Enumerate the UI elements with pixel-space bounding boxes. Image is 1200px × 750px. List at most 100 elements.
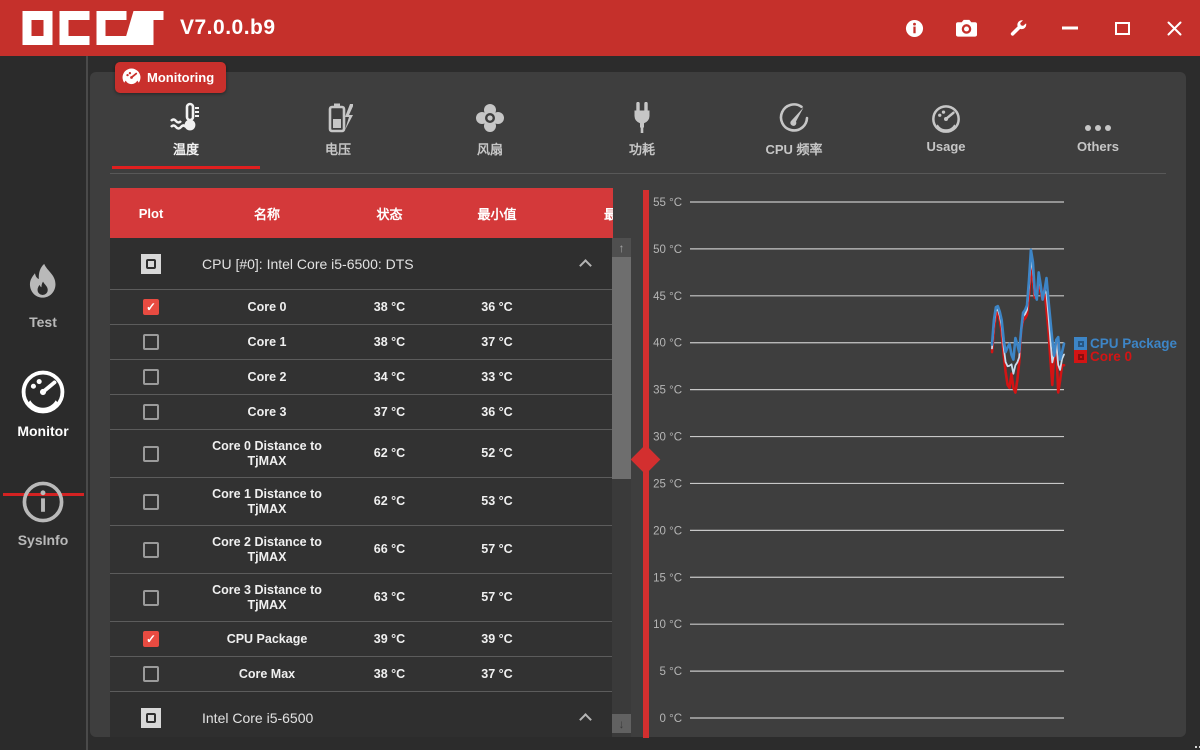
wrench-icon [1010, 20, 1027, 36]
camera-icon [955, 19, 977, 37]
table-scrollbar[interactable]: ↑ ↓ [612, 238, 631, 737]
tab-label: 风扇 [476, 142, 503, 157]
collapse-chevron-icon[interactable] [578, 259, 592, 272]
plot-checkbox[interactable] [143, 445, 159, 462]
sensor-row: Core 2 Distance to TjMAX 66 °C 57 °C [110, 526, 613, 574]
tab-temperature[interactable]: 温度 [110, 100, 262, 169]
sensor-name: Core 2 [247, 369, 287, 384]
sensor-row: Core 0 Distance to TjMAX 62 °C 52 °C [110, 430, 613, 478]
sidebar-item-test[interactable]: Test [0, 262, 86, 330]
arrow-down-icon: ↓ [618, 716, 625, 731]
plot-checkbox[interactable] [143, 369, 159, 385]
legend-item-core0: Core 0 [1074, 350, 1177, 363]
legend-swatch-icon [1074, 350, 1087, 363]
minimize-button[interactable] [1052, 10, 1088, 46]
app-version: V7.0.0.b9 [180, 16, 276, 39]
resize-grip[interactable] [1195, 746, 1197, 748]
group-name: CPU [#0]: Intel Core i5-6500: DTS [202, 255, 414, 272]
info-button[interactable] [896, 10, 932, 46]
tab-label: CPU 频率 [765, 142, 823, 157]
group-checkbox[interactable] [141, 707, 161, 728]
chart-legend: CPU Package Core 0 [1074, 337, 1177, 363]
sensor-status-value: 66 °C [373, 542, 406, 557]
header-name: 名称 [253, 206, 280, 222]
sensor-tabbar: 温度 电压 风扇 [110, 100, 1174, 169]
info-circle-icon [22, 481, 64, 523]
legend-swatch-icon [1074, 337, 1087, 350]
sensor-name: Core 1 [247, 334, 287, 349]
arrow-up-icon: ↑ [618, 240, 625, 255]
sensor-status-value: 37 °C [373, 404, 406, 419]
tab-cpu-frequency[interactable]: CPU 频率 [718, 100, 870, 164]
plot-checkbox[interactable]: ✓ [143, 631, 159, 647]
monitoring-tab-badge[interactable]: Monitoring [115, 62, 227, 93]
legend-label: Core 0 [1090, 349, 1133, 364]
tab-voltage[interactable]: 电压 [262, 100, 414, 164]
sensor-min-value: 37 °C [481, 334, 513, 349]
close-icon [1167, 21, 1181, 35]
collapse-chevron-icon[interactable] [578, 713, 592, 726]
sidebar-item-monitor[interactable]: Monitor [0, 369, 86, 439]
sensor-min-value: 36 °C [481, 299, 513, 314]
header-max: 最 [604, 206, 613, 222]
tab-label: 功耗 [628, 142, 655, 157]
plot-checkbox[interactable] [143, 666, 159, 682]
app-logo [22, 11, 164, 45]
gauge-icon [122, 68, 141, 87]
tab-label: Others [1077, 139, 1119, 154]
header-plot: Plot [138, 205, 164, 221]
tab-fan[interactable]: 风扇 [414, 100, 566, 164]
sensor-row: Core 1 Distance to TjMAX 62 °C 53 °C [110, 478, 613, 526]
maximize-button[interactable] [1104, 10, 1140, 46]
sensor-row: Core 3 Distance to TjMAX 63 °C 57 °C [110, 574, 613, 622]
sensor-table-header: Plot 名称 状态 最小值 最 [110, 188, 613, 238]
plot-checkbox[interactable] [143, 404, 159, 420]
scroll-down-button[interactable]: ↓ [612, 714, 631, 733]
tab-label: Usage [926, 139, 966, 154]
sensor-name: CPU Package [226, 631, 308, 646]
sensor-status-value: 62 °C [373, 446, 406, 461]
tab-others[interactable]: Others [1022, 100, 1174, 164]
sensor-status-value: 38 °C [373, 666, 406, 681]
screenshot-button[interactable] [948, 10, 984, 46]
plot-checkbox[interactable]: ✓ [143, 299, 159, 315]
tab-label: 电压 [324, 142, 351, 157]
sensor-min-value: 36 °C [481, 404, 513, 419]
sensor-row: Core 1 38 °C 37 °C [110, 325, 613, 360]
sensor-name: Core 3 [247, 404, 287, 419]
sensor-row: ✓ Core 0 38 °C 36 °C [110, 290, 613, 325]
sensor-group-row: Intel Core i5-6500 [110, 692, 613, 737]
sidebar-item-label: Monitor [17, 423, 69, 439]
group-name: Intel Core i5-6500 [202, 709, 314, 726]
gauge-icon [21, 370, 65, 414]
scroll-up-button[interactable]: ↑ [612, 238, 631, 257]
monitoring-badge-label: Monitoring [147, 70, 215, 85]
plot-checkbox[interactable] [143, 334, 159, 350]
plot-checkbox[interactable] [143, 541, 159, 558]
legend-item-cpu-package: CPU Package [1074, 337, 1177, 350]
close-button[interactable] [1156, 10, 1192, 46]
sensor-status-value: 62 °C [373, 494, 406, 509]
group-checkbox[interactable] [141, 253, 161, 274]
sidebar-item-label: Test [29, 314, 57, 330]
tabbar-separator [110, 173, 1166, 174]
occt-logo-icon [22, 11, 164, 45]
legend-label: CPU Package [1090, 336, 1178, 351]
sidebar-item-sysinfo[interactable]: SysInfo [0, 480, 86, 548]
sensor-row: Core Max 38 °C 37 °C [110, 657, 613, 692]
header-status: 状态 [376, 206, 403, 222]
plot-checkbox[interactable] [143, 589, 159, 606]
sensor-name: Core Max [238, 666, 296, 681]
thermometer-icon [169, 100, 203, 134]
tab-power[interactable]: 功耗 [566, 100, 718, 164]
sensor-row: Core 3 37 °C 36 °C [110, 395, 613, 430]
scrollbar-thumb[interactable] [612, 257, 631, 479]
tools-button[interactable] [1000, 10, 1036, 46]
sensor-name: Core 0 Distance to TjMAX [212, 439, 322, 468]
sensor-status-value: 38 °C [373, 334, 406, 349]
tab-usage[interactable]: Usage [870, 100, 1022, 164]
plot-checkbox[interactable] [143, 493, 159, 510]
header-min: 最小值 [477, 206, 517, 222]
sensor-status-value: 39 °C [373, 631, 406, 646]
gauge-icon [931, 100, 961, 134]
